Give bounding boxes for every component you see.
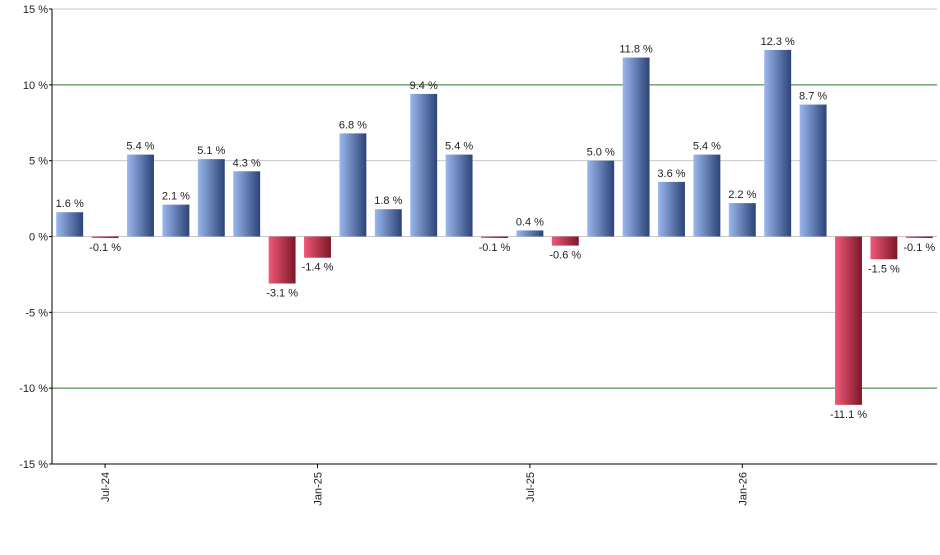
y-tick-label: 5 % bbox=[29, 156, 48, 168]
data-label: 5.4 % bbox=[126, 141, 154, 153]
data-label: -1.4 % bbox=[302, 262, 334, 274]
bar-jul-25 bbox=[516, 230, 544, 237]
bar-jan-26 bbox=[728, 203, 756, 237]
x-tick-label: Jan-25 bbox=[313, 472, 325, 506]
data-label: -0.1 % bbox=[89, 242, 121, 254]
bar-dec-25 bbox=[693, 154, 721, 237]
bar-jun-26 bbox=[905, 236, 933, 239]
y-tick-label: 10 % bbox=[23, 80, 48, 92]
bar-may-25 bbox=[445, 154, 473, 237]
bar-sep-24 bbox=[162, 204, 190, 237]
bar-aug-24 bbox=[127, 154, 154, 237]
data-label: 2.1 % bbox=[162, 191, 190, 203]
data-label: 1.6 % bbox=[56, 198, 84, 210]
data-label: -0.6 % bbox=[549, 250, 581, 262]
data-label: 5.4 % bbox=[445, 141, 473, 153]
y-tick-label: 15 % bbox=[23, 4, 48, 16]
x-tick-label: Jan-26 bbox=[737, 472, 749, 506]
bar-apr-25 bbox=[410, 93, 438, 237]
bar-may-26 bbox=[870, 236, 898, 260]
data-label: 8.7 % bbox=[799, 91, 827, 103]
data-labels: 1.6 % -0.1 % 5.4 % 2.1 % 5.1 % 4.3 % -3.1 % -1.… bbox=[56, 36, 936, 421]
bar-dec-24 bbox=[268, 236, 296, 284]
bars bbox=[56, 49, 933, 405]
bar-mar-26 bbox=[799, 104, 827, 237]
data-label: 5.0 % bbox=[587, 147, 615, 159]
y-tick-label: -15 % bbox=[19, 459, 48, 471]
data-label: 11.8 % bbox=[619, 44, 653, 56]
data-label: 12.3 % bbox=[761, 36, 795, 48]
bar-nov-25 bbox=[658, 181, 685, 237]
data-label: -11.1 % bbox=[830, 409, 867, 421]
bar-jun-25 bbox=[481, 236, 508, 239]
data-label: -0.1 % bbox=[479, 242, 511, 254]
data-label: 0.4 % bbox=[516, 216, 544, 228]
bar-sep-25 bbox=[587, 160, 615, 237]
y-tick-label: -10 % bbox=[19, 383, 48, 395]
data-label: -1.5 % bbox=[868, 263, 900, 275]
data-label: 5.4 % bbox=[693, 141, 721, 153]
bar-oct-24 bbox=[197, 159, 225, 237]
bar-jun-24 bbox=[56, 212, 84, 237]
bar-aug-25 bbox=[551, 236, 579, 246]
y-tick-label: -5 % bbox=[25, 307, 48, 319]
data-label: 1.8 % bbox=[374, 195, 402, 207]
bar-feb-26 bbox=[764, 49, 792, 237]
y-tick-label: 0 % bbox=[29, 232, 48, 244]
x-tick-label: Jul-24 bbox=[100, 472, 112, 502]
data-label: 6.8 % bbox=[339, 119, 367, 131]
bar-nov-24 bbox=[233, 171, 261, 237]
x-tick-label: Jul-25 bbox=[525, 472, 537, 502]
data-label: 3.6 % bbox=[657, 168, 685, 180]
bar-mar-25 bbox=[374, 209, 402, 237]
data-label: -0.1 % bbox=[903, 242, 935, 254]
bar-apr-26 bbox=[835, 236, 862, 405]
data-label: 4.3 % bbox=[233, 157, 261, 169]
data-label: 9.4 % bbox=[410, 80, 438, 92]
data-label: 2.2 % bbox=[728, 189, 756, 201]
data-label: -3.1 % bbox=[266, 288, 298, 300]
axes: -15 % -10 % -5 % 0 % 5 % 10 % 15 % Jul-24 Jan-25… bbox=[19, 4, 937, 506]
bar-oct-25 bbox=[622, 57, 650, 237]
data-label: 5.1 % bbox=[197, 145, 225, 157]
bar-feb-25 bbox=[339, 133, 367, 237]
bar-jan-25 bbox=[304, 236, 331, 258]
bar-jul-24 bbox=[91, 236, 119, 239]
